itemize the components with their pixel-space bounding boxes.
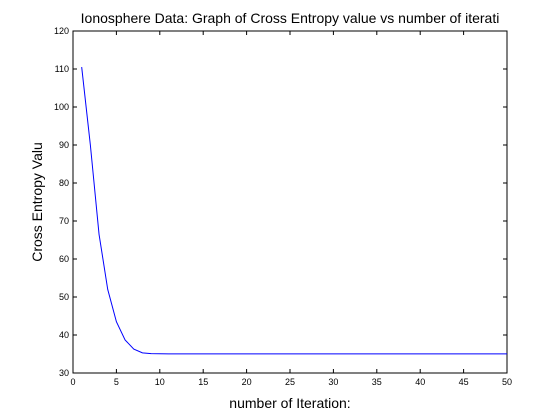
x-tick-label: 5: [114, 377, 119, 387]
x-tick-label: 20: [242, 377, 252, 387]
y-tick-label: 40: [59, 330, 69, 340]
x-tick-label: 15: [198, 377, 208, 387]
y-tick-label: 70: [59, 216, 69, 226]
x-tick-label: 40: [415, 377, 425, 387]
y-axis-label: Cross Entropy Valu: [29, 142, 45, 262]
x-tick-label: 30: [328, 377, 338, 387]
y-tick-label: 60: [59, 254, 69, 264]
x-tick-label: 10: [155, 377, 165, 387]
series-layer: [81, 67, 507, 355]
y-tick-label: 80: [59, 178, 69, 188]
y-tick-label: 100: [54, 102, 69, 112]
y-tick-label: 30: [59, 368, 69, 378]
x-tick-label: 25: [285, 377, 295, 387]
y-tick-label: 90: [59, 140, 69, 150]
y-tick-label: 50: [59, 292, 69, 302]
x-tick-label: 45: [459, 377, 469, 387]
y-axis-ticks: 30 40 50 60 70 80 90 100 110 120: [54, 26, 507, 378]
plot-area: [72, 30, 508, 374]
x-tick-label: 0: [70, 377, 75, 387]
y-tick-label: 110: [55, 64, 69, 74]
x-axis-ticks: 0 5 10 15 20 25 30 35 40 45 50: [70, 31, 512, 387]
x-tick-label: 35: [372, 377, 382, 387]
y-tick-label: 120: [54, 26, 69, 36]
x-tick-label: 50: [502, 377, 512, 387]
series-line: [81, 67, 507, 355]
x-axis-label: number of Iteration:: [229, 395, 350, 411]
chart-title: Ionosphere Data: Graph of Cross Entropy …: [81, 10, 500, 26]
